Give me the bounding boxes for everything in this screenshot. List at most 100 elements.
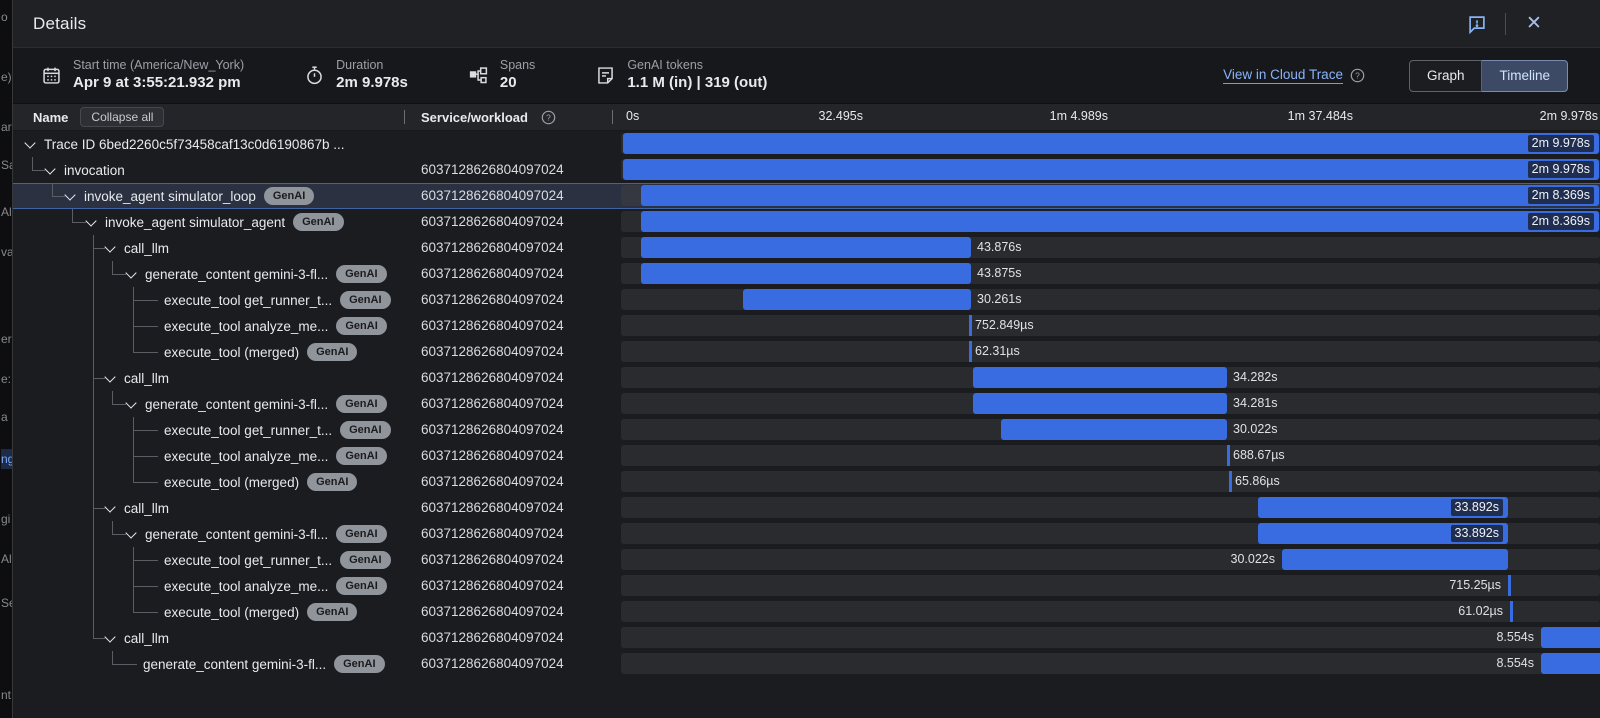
duration-bar[interactable] <box>1541 627 1600 648</box>
duration-bar[interactable] <box>623 133 1599 154</box>
span-row[interactable]: Trace ID 6bed2260c5f73458caf13c0d6190867… <box>13 131 1600 157</box>
calendar-icon <box>41 65 62 86</box>
duration-bar[interactable] <box>641 185 1599 206</box>
duration-bar[interactable] <box>641 237 971 258</box>
duration-bar[interactable] <box>1227 445 1230 466</box>
span-row[interactable]: generate_content gemini-3-fl... GenAI 603… <box>13 261 1600 287</box>
timeline-button[interactable]: Timeline <box>1482 59 1568 92</box>
duration-bar[interactable] <box>1258 497 1508 518</box>
background-text-fragment: Al <box>1 552 12 566</box>
feedback-icon[interactable] <box>1463 10 1491 38</box>
span-name: Trace ID 6bed2260c5f73458caf13c0d6190867… <box>44 136 345 152</box>
duration-bar[interactable] <box>969 341 972 362</box>
duration-bar[interactable] <box>1541 653 1600 674</box>
span-timeline-cell: 65.86µs <box>621 469 1600 495</box>
tree-connector-line <box>52 196 65 197</box>
chevron-down-icon[interactable] <box>104 241 116 253</box>
duration-bar[interactable] <box>969 315 972 336</box>
duration-bar[interactable] <box>641 263 971 284</box>
tree-connector-line <box>133 339 134 353</box>
view-in-cloud-trace-link[interactable]: View in Cloud Trace <box>1223 67 1343 84</box>
span-service-id: 6037128626804097024 <box>421 188 564 203</box>
span-row[interactable]: generate_content gemini-3-fl... GenAI 603… <box>13 391 1600 417</box>
tree-connector-line <box>112 664 137 665</box>
span-timeline-cell: 2m 8.369s <box>621 209 1600 235</box>
chevron-down-icon[interactable] <box>24 137 36 149</box>
chevron-down-icon[interactable] <box>44 163 56 175</box>
timeline-axis: 0s 32.495s 1m 4.989s 1m 37.484s 2m 9.978s <box>621 104 1600 130</box>
span-service-id <box>409 131 621 157</box>
chevron-down-icon[interactable] <box>125 267 137 279</box>
span-row[interactable]: execute_tool analyze_me... GenAI 60371286… <box>13 443 1600 469</box>
duration-bar[interactable] <box>623 159 1599 180</box>
tree-connector-line <box>133 326 158 327</box>
duration-bar[interactable] <box>1258 523 1508 544</box>
span-row[interactable]: generate_content gemini-3-fl... GenAI 603… <box>13 521 1600 547</box>
help-icon[interactable]: ? <box>1350 68 1365 83</box>
duration-bar[interactable] <box>743 289 971 310</box>
genai-badge: GenAI <box>336 265 387 283</box>
collapse-all-button[interactable]: Collapse all <box>80 107 165 127</box>
chevron-down-icon[interactable] <box>85 215 97 227</box>
span-timeline-cell: 2m 9.978s <box>621 157 1600 183</box>
span-row[interactable]: generate_content gemini-3-fl... GenAI 603… <box>13 651 1600 677</box>
graph-button[interactable]: Graph <box>1408 59 1483 92</box>
chevron-down-icon[interactable] <box>64 189 76 201</box>
duration-label: 30.022s <box>1233 422 1278 436</box>
duration-label: 62.31µs <box>975 344 1020 358</box>
chevron-down-icon[interactable] <box>104 631 116 643</box>
duration-bar[interactable] <box>1510 601 1513 622</box>
span-row[interactable]: call_llm 6037128626804097024 33.892s <box>13 495 1600 521</box>
span-row[interactable]: execute_tool get_runner_t... GenAI 603712… <box>13 287 1600 313</box>
span-row[interactable]: invoke_agent simulator_agent GenAI 603712… <box>13 209 1600 235</box>
span-name-cell: execute_tool get_runner_t... GenAI <box>13 417 409 443</box>
panel-footer-area <box>13 677 1600 718</box>
span-row[interactable]: call_llm 6037128626804097024 43.876s <box>13 235 1600 261</box>
span-name: generate_content gemini-3-fl... <box>143 656 327 672</box>
span-row[interactable]: invocation 6037128626804097024 2m 9.978s <box>13 157 1600 183</box>
stat-label: Start time (America/New_York) <box>73 58 245 73</box>
span-row[interactable]: invoke_agent simulator_loop GenAI 6037128… <box>13 183 1600 209</box>
span-service-id: 6037128626804097024 <box>421 500 564 515</box>
header-divider <box>612 110 613 124</box>
close-icon[interactable]: ✕ <box>1526 13 1542 34</box>
genai-badge: GenAI <box>336 447 387 465</box>
stat-calendar: Start time (America/New_York) Apr 9 at 3:… <box>41 58 244 92</box>
span-timeline-cell: 30.022s <box>621 547 1600 573</box>
duration-bar[interactable] <box>1282 549 1508 570</box>
span-row[interactable]: call_llm 6037128626804097024 34.282s <box>13 365 1600 391</box>
span-row[interactable]: execute_tool (merged) GenAI 6037128626804… <box>13 469 1600 495</box>
duration-bar[interactable] <box>1001 419 1227 440</box>
duration-bar[interactable] <box>641 211 1599 232</box>
span-row[interactable]: execute_tool get_runner_t... GenAI 603712… <box>13 417 1600 443</box>
span-timeline-cell: 715.25µs <box>621 573 1600 599</box>
span-row[interactable]: execute_tool analyze_me... GenAI 60371286… <box>13 573 1600 599</box>
tree-connector-line <box>93 625 94 639</box>
duration-bar[interactable] <box>973 367 1227 388</box>
chevron-down-icon[interactable] <box>104 371 116 383</box>
panel-title: Details <box>33 13 87 33</box>
duration-label: 33.892s <box>1450 499 1503 516</box>
span-name: execute_tool analyze_me... <box>164 318 329 334</box>
span-name-cell: call_llm <box>13 365 409 391</box>
span-name: execute_tool analyze_me... <box>164 578 329 594</box>
span-name: execute_tool (merged) <box>164 474 300 490</box>
span-row[interactable]: call_llm 6037128626804097024 8.554s <box>13 625 1600 651</box>
tree-connector-line <box>93 638 105 639</box>
chevron-down-icon[interactable] <box>125 527 137 539</box>
service-help-icon[interactable]: ? <box>541 110 556 125</box>
duration-bar[interactable] <box>1508 575 1511 596</box>
span-row[interactable]: execute_tool analyze_me... GenAI 60371286… <box>13 313 1600 339</box>
span-service-id: 6037128626804097024 <box>421 240 564 255</box>
genai-badge: GenAI <box>293 213 344 231</box>
span-row[interactable]: execute_tool get_runner_t... GenAI 603712… <box>13 547 1600 573</box>
chevron-down-icon[interactable] <box>125 397 137 409</box>
span-row[interactable]: execute_tool (merged) GenAI 6037128626804… <box>13 339 1600 365</box>
chevron-down-icon[interactable] <box>104 501 116 513</box>
duration-bar[interactable] <box>1229 471 1232 492</box>
span-name-cell: invoke_agent simulator_loop GenAI <box>13 183 409 209</box>
genai-tokens-icon <box>595 65 616 86</box>
duration-bar[interactable] <box>973 393 1227 414</box>
span-row[interactable]: execute_tool (merged) GenAI 6037128626804… <box>13 599 1600 625</box>
span-name-cell: invocation <box>13 157 409 183</box>
